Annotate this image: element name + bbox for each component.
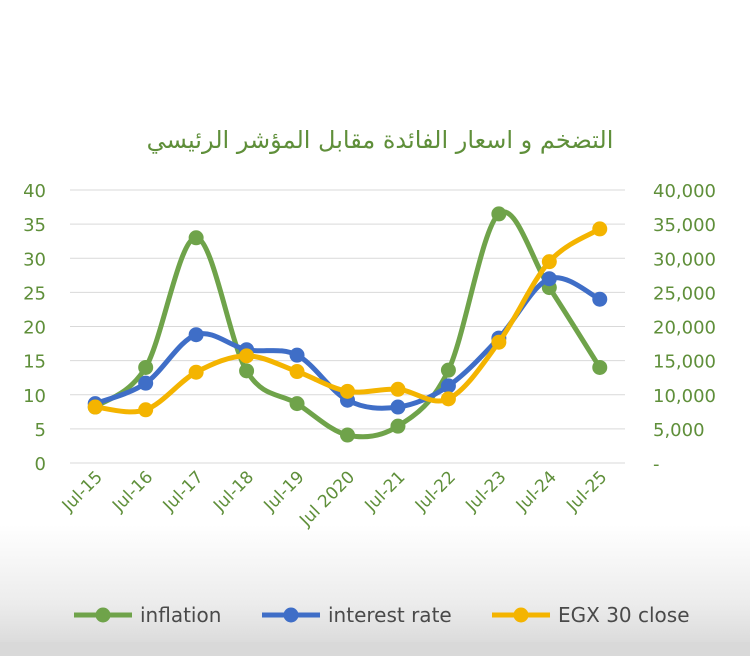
data-point — [239, 348, 255, 364]
data-point — [87, 399, 103, 415]
chart-title: التضخم و اسعار الفائدة مقابل المؤشر الرئ… — [147, 126, 614, 154]
legend-item: inflation — [74, 603, 221, 627]
data-point — [188, 327, 204, 343]
data-point — [541, 271, 557, 287]
y-right-tick-label: 25,000 — [653, 283, 716, 304]
x-tick-label: Jul-15 — [58, 467, 107, 516]
legend-swatch-marker — [95, 607, 111, 623]
y-left-tick-label: 25 — [23, 283, 46, 304]
data-point — [491, 334, 507, 350]
data-point — [188, 230, 204, 246]
y-right-tick-label: - — [653, 454, 660, 475]
data-point — [138, 375, 154, 391]
y-right-tick-label: 40,000 — [653, 181, 716, 202]
x-tick-label: Jul-18 — [209, 467, 258, 516]
y-left-tick-label: 15 — [23, 352, 46, 373]
legend-label: interest rate — [328, 603, 452, 627]
data-point — [440, 391, 456, 407]
x-tick-label: Jul 2020 — [295, 467, 359, 531]
y-axis-right: - 5,000 10,000 15,000 20,000 25,000 30,000 35,0… — [653, 181, 716, 475]
x-tick-label: Jul-21 — [361, 467, 410, 516]
legend-swatch-marker — [283, 607, 299, 623]
data-point — [440, 378, 456, 394]
data-point — [390, 381, 406, 397]
legend-label: EGX 30 close — [558, 603, 690, 627]
bottom-strip — [0, 642, 750, 656]
legend-item: interest rate — [262, 603, 452, 627]
y-left-tick-label: 40 — [23, 181, 46, 202]
data-point — [289, 347, 305, 363]
y-right-tick-label: 5,000 — [653, 420, 705, 441]
y-left-tick-label: 30 — [23, 249, 46, 270]
y-axis-left: 0 5 10 15 20 25 30 35 40 — [23, 181, 46, 475]
data-point — [592, 221, 608, 237]
data-point — [390, 399, 406, 415]
x-tick-label: Jul-24 — [512, 467, 561, 516]
x-tick-label: Jul-22 — [411, 467, 460, 516]
data-point — [289, 364, 305, 380]
data-point — [138, 359, 154, 375]
legend-item: EGX 30 close — [492, 603, 690, 627]
x-tick-label: Jul-19 — [260, 467, 309, 516]
data-point — [541, 254, 557, 270]
data-point — [138, 402, 154, 418]
data-point — [289, 396, 305, 412]
data-point — [592, 291, 608, 307]
data-point — [390, 418, 406, 434]
x-tick-label: Jul-23 — [461, 467, 510, 516]
x-tick-label: Jul-17 — [159, 467, 208, 516]
data-point — [491, 206, 507, 222]
data-point — [239, 363, 255, 379]
data-point — [340, 383, 355, 399]
y-left-tick-label: 20 — [23, 318, 46, 339]
y-right-tick-label: 35,000 — [653, 215, 716, 236]
x-tick-label: Jul-16 — [108, 467, 157, 516]
y-left-tick-label: 5 — [35, 420, 46, 441]
y-left-tick-label: 0 — [35, 454, 46, 475]
y-left-tick-label: 10 — [23, 386, 46, 407]
data-point — [188, 364, 204, 380]
data-point — [592, 359, 608, 375]
y-left-tick-label: 35 — [23, 215, 46, 236]
x-tick-label: Jul-25 — [562, 467, 611, 516]
y-right-tick-label: 30,000 — [653, 249, 716, 270]
gridlines — [70, 189, 625, 464]
series-egx-30-close — [87, 221, 608, 418]
y-right-tick-label: 10,000 — [653, 386, 716, 407]
legend-label: inflation — [140, 603, 221, 627]
legend-swatch-marker — [513, 607, 529, 623]
series-group — [87, 206, 608, 443]
data-point — [440, 362, 456, 378]
data-point — [340, 427, 355, 443]
legend: inflation interest rate EGX 30 close — [74, 603, 690, 627]
y-right-tick-label: 15,000 — [653, 352, 716, 373]
y-right-tick-label: 20,000 — [653, 318, 716, 339]
